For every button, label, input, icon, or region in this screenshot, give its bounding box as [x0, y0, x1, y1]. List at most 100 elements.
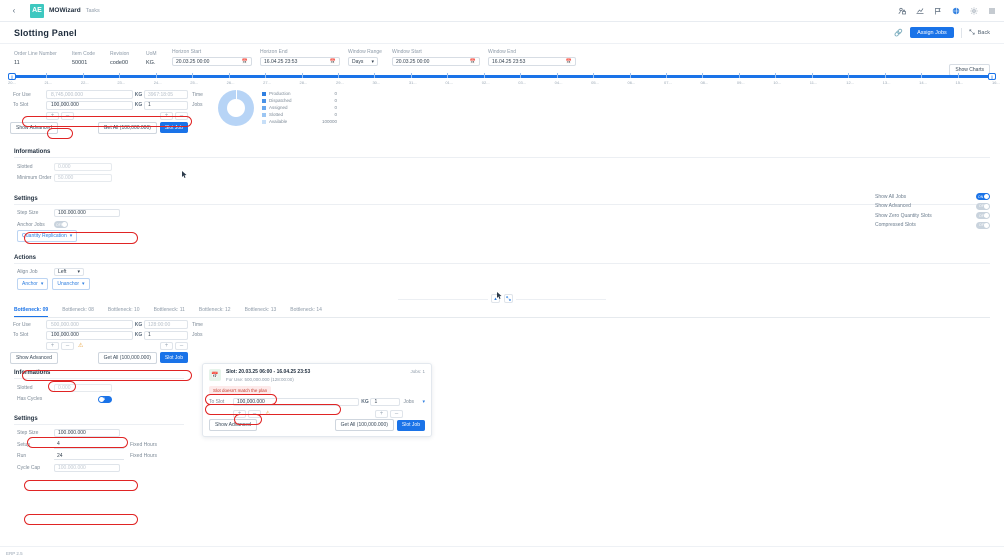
timeline-track[interactable] — [10, 75, 994, 78]
popup-to-slot-input[interactable]: 100,000.000 — [233, 398, 360, 406]
window-end-input[interactable]: 16.04.25 23:53 📅 — [488, 57, 576, 66]
columns-icon[interactable] — [987, 6, 996, 15]
tab-bottleneck-09[interactable]: Bottleneck: 09 — [14, 307, 49, 317]
lower-to-slot-jobs-input[interactable]: 1 — [144, 330, 188, 340]
window-range-select[interactable]: Days ▾ — [348, 57, 378, 66]
tab-bottleneck-13[interactable]: Bottleneck: 13 — [244, 307, 277, 313]
show-advanced-button[interactable]: Show Advanced — [10, 121, 58, 134]
jobs-increment-button[interactable]: + — [160, 111, 173, 120]
popup-jobs-input[interactable]: 1 — [370, 398, 401, 406]
popup-jobs-increment-button[interactable]: + — [375, 409, 388, 418]
legend-item[interactable]: Assigned 0 — [262, 104, 337, 111]
globe-icon[interactable] — [951, 6, 960, 15]
horizon-start-input[interactable]: 20.03.25 00:00 📅 — [172, 57, 252, 66]
horizon-end-input[interactable]: 16.04.25 23:53 📅 — [260, 57, 340, 66]
horizon-start-label: Horizon Start — [172, 49, 202, 55]
lower-qty-increment-button[interactable]: + — [46, 341, 59, 350]
toggle-switch[interactable]: OFF — [976, 221, 990, 229]
slot-job-button[interactable]: Slot Job — [159, 122, 188, 133]
popup-qty-decrement-button[interactable]: – — [248, 409, 261, 418]
expand-arrows-icon[interactable] — [504, 294, 513, 303]
lower-jobs-increment-button[interactable]: + — [160, 341, 173, 350]
to-slot-input[interactable]: 100,000.000 — [46, 100, 133, 110]
lower-get-all-button[interactable]: Get All (100,000.000) — [97, 351, 157, 364]
assign-jobs-button[interactable]: Assign Jobs — [910, 27, 954, 38]
timeline-tick — [82, 73, 84, 78]
cycle-cap-input[interactable]: 100.000.000 — [54, 463, 120, 472]
toggle-row: Show All Jobs ON — [875, 192, 990, 202]
anchor-jobs-toggle[interactable]: OFF — [54, 221, 68, 228]
legend-item[interactable]: Dispatched 0 — [262, 97, 337, 104]
timeline-slider[interactable]: || || 20... 21... 22... 23... 24... 25... 26..… — [8, 72, 1000, 88]
calendar-icon[interactable]: 📅 — [329, 58, 336, 65]
tab-bottleneck-10[interactable]: Bottleneck: 10 — [107, 307, 140, 313]
timeline-tick-label: 16... — [992, 80, 1000, 85]
lower-qty-decrement-button[interactable]: – — [61, 341, 74, 350]
chevron-down-icon[interactable]: ▾ — [422, 399, 425, 405]
lower-to-slot-unit: KG — [134, 332, 143, 338]
popup-slot-subtitle: For Use: 500,000.000 (128:00:00) — [226, 376, 294, 382]
timeline-tick — [702, 73, 704, 78]
calendar-icon[interactable]: 📅 — [241, 58, 248, 65]
lower-slot-job-button[interactable]: Slot Job — [159, 352, 188, 363]
tab-bottleneck-08[interactable]: Bottleneck: 08 — [62, 307, 94, 313]
popup-slot-job-button[interactable]: Slot Job — [396, 419, 425, 431]
lower-jobs-decrement-button[interactable]: – — [175, 341, 188, 350]
calendar-icon[interactable]: 📅 — [469, 58, 476, 65]
chevron-up-icon[interactable]: ▴ — [491, 294, 500, 303]
flag-icon[interactable] — [933, 6, 942, 15]
back-button[interactable]: Back — [969, 28, 990, 37]
uom-value: KG. — [146, 60, 156, 66]
timeline-handle-right[interactable]: || — [988, 72, 996, 80]
field-item-code: Item Code 50001 — [72, 51, 102, 66]
gear-icon[interactable] — [969, 6, 978, 15]
popup-jobs-decrement-button[interactable]: – — [390, 409, 403, 418]
popup-qty-increment-button[interactable]: + — [233, 409, 246, 418]
step-size-input-2[interactable]: 100.000.000 — [54, 429, 120, 437]
lower-to-slot-input[interactable]: 100,000.000 — [46, 330, 133, 340]
run-input[interactable]: 24 — [54, 452, 124, 460]
stepper-row: + – + – — [10, 111, 210, 120]
tab-bottleneck-12[interactable]: Bottleneck: 12 — [198, 307, 231, 313]
user-lock-icon[interactable] — [897, 6, 906, 15]
popup-qty-stepper-group: + – — [233, 409, 261, 418]
anchor-dropdown[interactable]: Anchor ▾ — [17, 277, 49, 290]
window-start-input[interactable]: 20.03.25 00:00 📅 — [392, 57, 480, 66]
order-line-number-value: 11 — [14, 60, 20, 66]
settings-title-2: Settings — [14, 415, 38, 422]
toggle-switch[interactable]: ON — [976, 193, 990, 201]
qty-increment-button[interactable]: + — [46, 111, 59, 120]
legend-item[interactable]: Slotted 0 — [262, 111, 337, 118]
unanchor-dropdown[interactable]: Unanchor ▾ — [52, 277, 90, 290]
quantity-replication-label: Quantity Replication — [22, 233, 67, 239]
qty-decrement-button[interactable]: – — [61, 111, 74, 120]
has-cycles-toggle[interactable]: ON — [98, 395, 112, 403]
lower-show-advanced-button[interactable]: Show Advanced — [10, 351, 58, 364]
toggle-row: Compressed Slots OFF — [875, 221, 990, 231]
legend-item[interactable]: Production 0 — [262, 90, 337, 97]
step-size-input-1[interactable]: 100.000.000 — [54, 209, 120, 217]
quantity-replication-dropdown[interactable]: Quantity Replication ▾ — [17, 230, 78, 242]
legend-item[interactable]: Available 100000 — [262, 118, 337, 125]
window-start-label: Window Start — [392, 49, 422, 55]
to-slot-jobs-input[interactable]: 1 — [144, 100, 188, 110]
timeline-handle-left[interactable]: || — [8, 72, 16, 80]
anchor-jobs-label: Anchor Jobs — [17, 221, 45, 228]
quantity-replication-row: Quantity Replication ▾ — [14, 230, 990, 242]
align-job-label: Align Job — [17, 269, 38, 275]
popup-get-all-button[interactable]: Get All (100,000.000) — [334, 419, 394, 431]
lower-for-use-row: For Use 500,000.000 KG 128:00:00 Time — [10, 320, 210, 329]
toggle-switch[interactable]: OFF — [976, 202, 990, 210]
toggle-switch[interactable]: OFF — [976, 212, 990, 220]
link-icon[interactable]: 🔗 — [894, 29, 904, 37]
get-all-button[interactable]: Get All (100,000.000) — [97, 121, 157, 134]
chart-icon[interactable] — [915, 6, 924, 15]
popup-show-advanced-button[interactable]: Show Advanced — [209, 419, 257, 431]
tab-bottleneck-11[interactable]: Bottleneck: 11 — [153, 307, 185, 313]
calendar-icon[interactable]: 📅 — [565, 58, 572, 65]
align-job-select[interactable]: Left ▾ — [54, 268, 84, 276]
tab-bottleneck-14[interactable]: Bottleneck: 14 — [290, 307, 322, 313]
jobs-decrement-button[interactable]: – — [175, 111, 188, 120]
setup-input[interactable]: 4 — [54, 440, 124, 449]
back-chevron-icon[interactable]: ‹ — [12, 6, 16, 15]
